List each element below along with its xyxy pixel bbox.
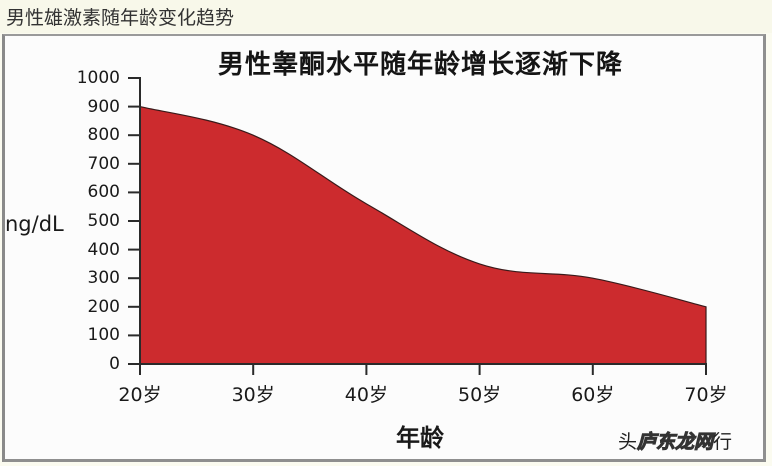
area-fill [139,105,707,365]
y-tick-label: 1000 [76,68,120,88]
image-caption: 男性雄激素随年龄变化趋势 [6,7,235,29]
axes [128,77,707,375]
x-tick-label: 50岁 [458,384,502,406]
y-tick-label: 0 [109,354,120,374]
y-tick-label: 500 [87,211,120,231]
x-tick-label: 60岁 [571,384,615,406]
x-tick-label: 40岁 [344,384,388,406]
x-tick-label: 70岁 [684,384,728,406]
x-axis-label: 年龄 [396,424,444,452]
y-tick-label: 200 [87,296,120,317]
x-tick-label: 30岁 [231,384,275,406]
y-tick-label: 400 [87,239,120,260]
chart-title: 男性睾酮水平随年龄增长逐渐下降 [218,50,624,80]
watermark-prefix: 头 [618,431,638,453]
watermark-suffix: 行 [713,431,733,453]
y-tick-label: 900 [87,96,120,117]
y-tick-label: 100 [87,325,120,346]
y-tick-label: 800 [87,125,120,146]
caption-bar: 男性雄激素随年龄变化趋势 [0,0,772,33]
y-axis-label: ng/dL [5,212,64,236]
y-tick-label: 700 [87,153,120,174]
watermark-logo: 庐东龙网 [637,431,714,454]
x-tick-label: 20岁 [118,384,162,406]
y-tick-label: 300 [87,268,120,289]
y-tick-label: 600 [87,182,120,203]
watermark: 头庐东龙网行 [618,427,732,454]
